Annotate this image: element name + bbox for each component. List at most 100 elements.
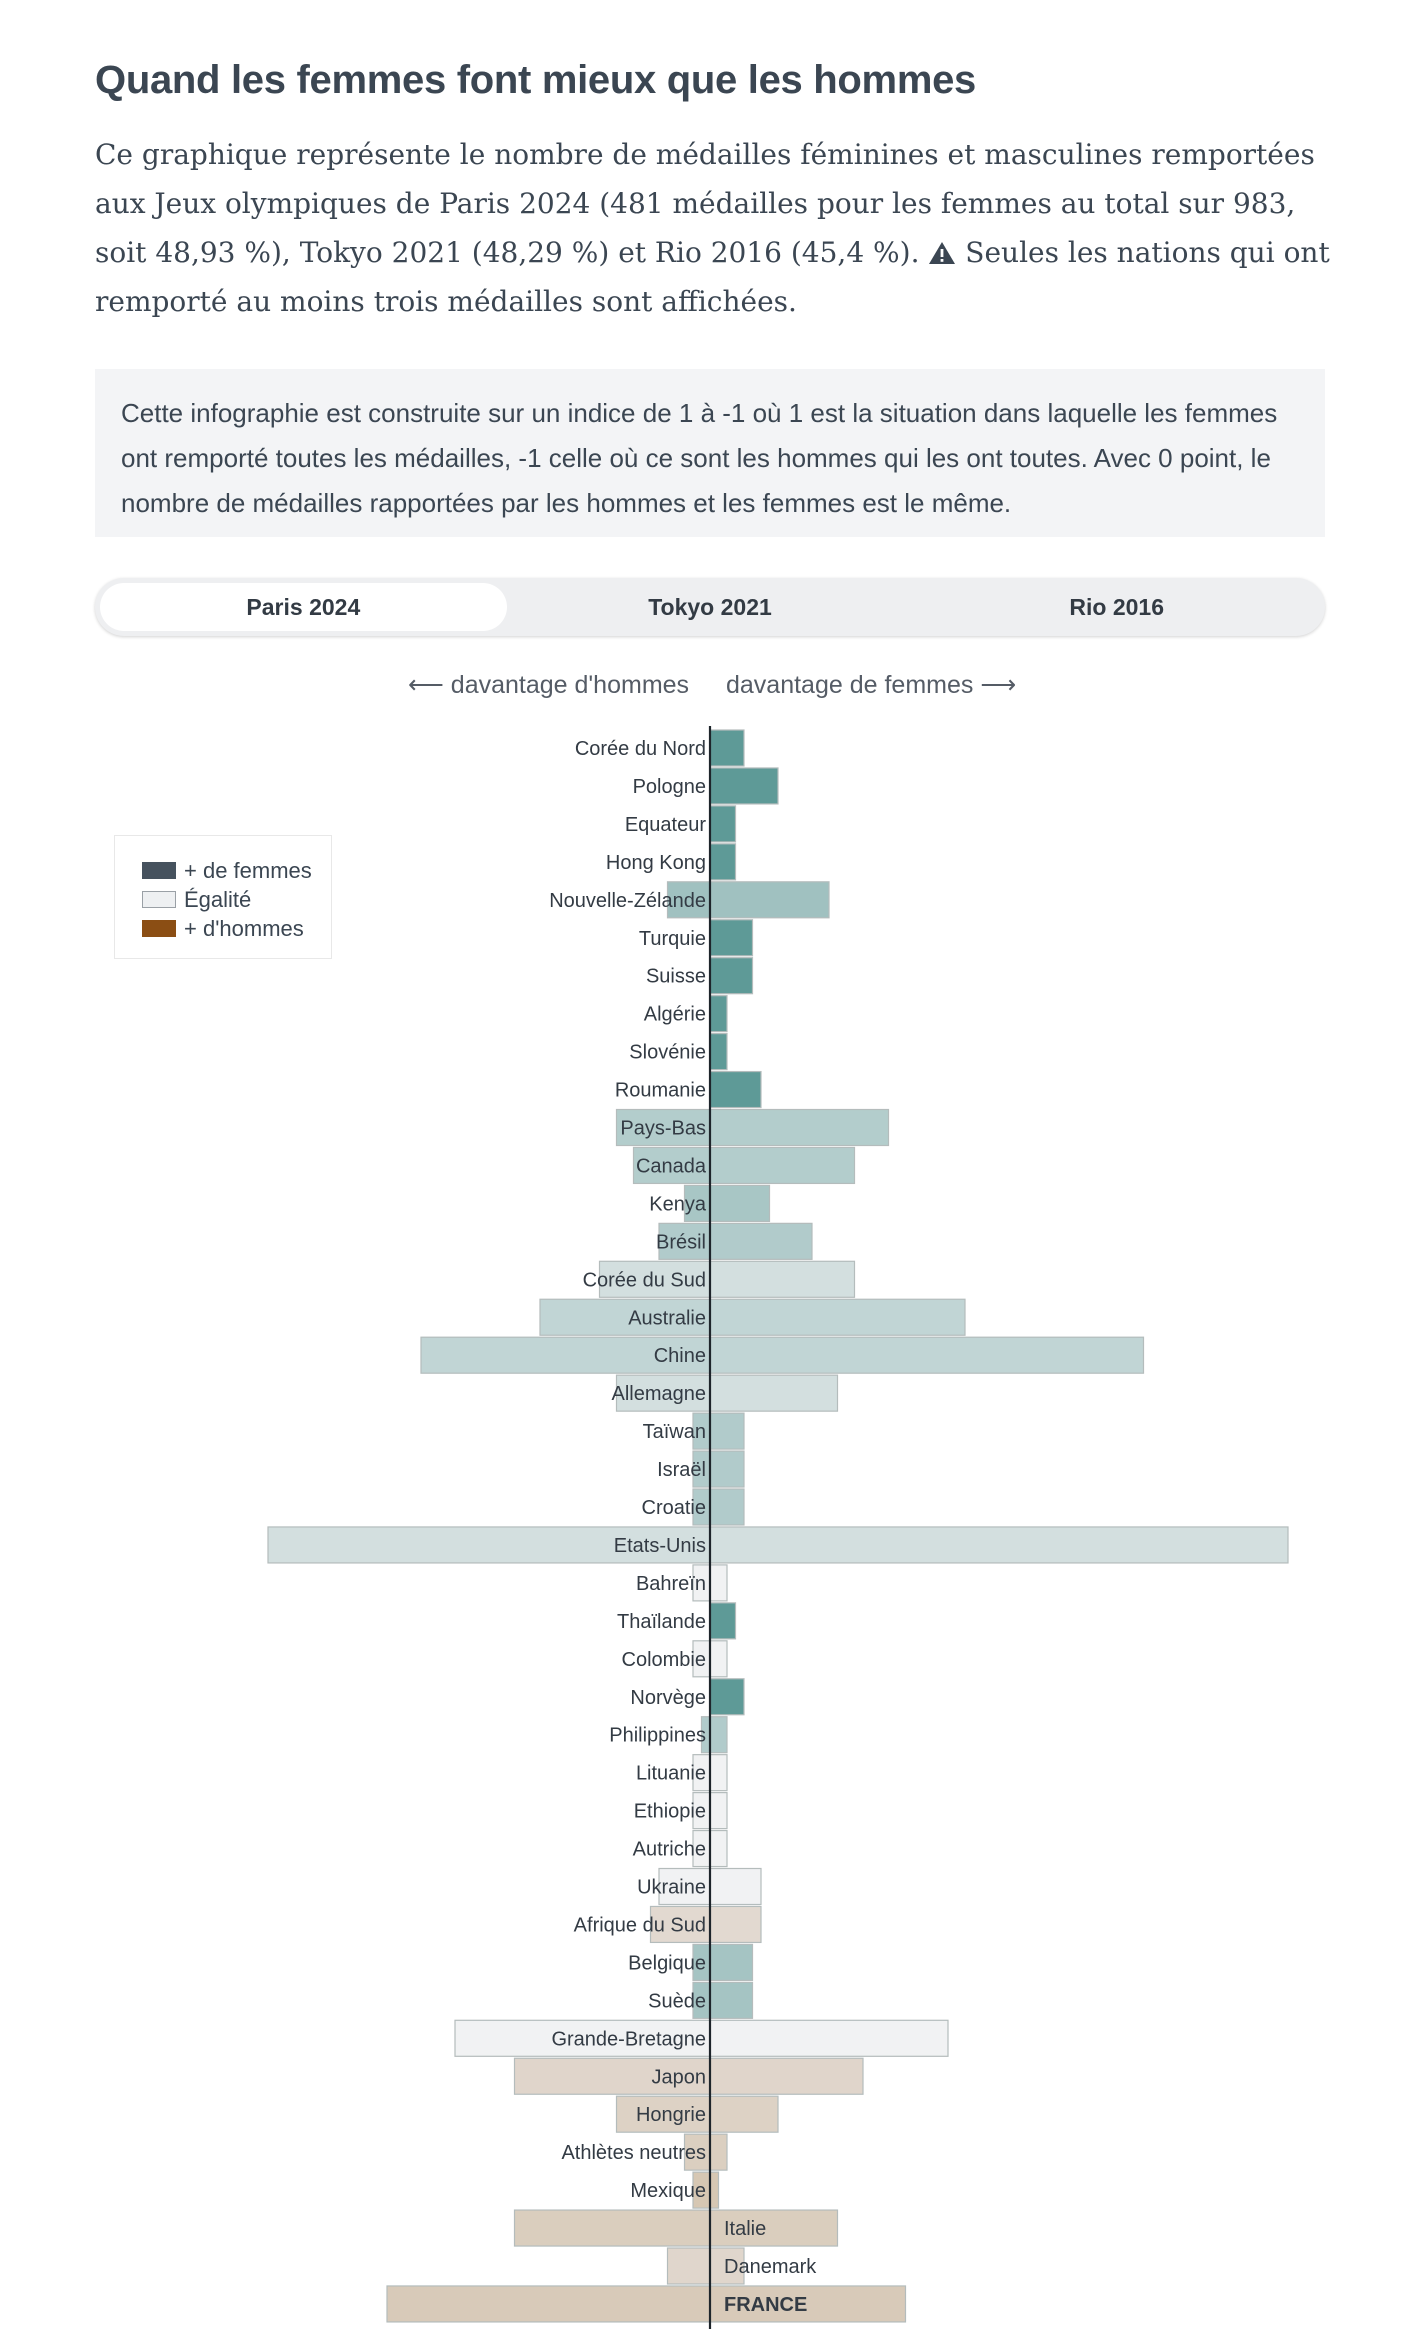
country-label-danemark: Danemark <box>724 2256 817 2278</box>
country-label-croatie: Croatie <box>642 1497 706 1519</box>
country-label-pologne: Pologne <box>633 776 706 798</box>
country-label-allemagne: Allemagne <box>611 1383 706 1405</box>
country-label-slov-nie: Slovénie <box>629 1042 706 1064</box>
country-label-grande-bretagne: Grande-Bretagne <box>551 2028 706 2050</box>
bar-women-pologne <box>709 767 779 805</box>
bar-men-grande-bretagne <box>454 2019 711 2057</box>
bar-women-chine <box>709 1336 1145 1374</box>
country-label-equateur: Equateur <box>625 814 707 836</box>
page-title: Quand les femmes font mieux que les homm… <box>95 58 976 102</box>
country-label-autriche: Autriche <box>633 1839 706 1861</box>
bar-women-suisse <box>709 957 754 995</box>
bar-women-br-sil <box>709 1222 813 1260</box>
country-label-isra-l: Israël <box>657 1459 706 1481</box>
bar-women-hongrie <box>709 2095 779 2133</box>
country-label-roumanie: Roumanie <box>615 1080 706 1102</box>
bar-men-chine <box>420 1336 711 1374</box>
legend-label-men: + d'hommes <box>184 915 304 941</box>
bar-men-italie <box>513 2209 711 2247</box>
tab-rio-2016[interactable]: Rio 2016 <box>1069 594 1164 620</box>
country-label-br-sil: Brésil <box>656 1231 706 1253</box>
bar-men-hongrie <box>615 2095 711 2133</box>
country-label-etats-unis: Etats-Unis <box>614 1535 706 1557</box>
legend-item-men: + d'hommes <box>142 914 331 943</box>
tab-paris-2024[interactable]: Paris 2024 <box>100 583 507 631</box>
country-label-italie: Italie <box>724 2218 766 2240</box>
country-label-ta-wan: Taïwan <box>643 1421 706 1443</box>
country-label-colombie: Colombie <box>622 1649 706 1671</box>
country-label-australie: Australie <box>628 1307 706 1329</box>
country-label-lituanie: Lituanie <box>636 1763 706 1785</box>
edition-tabs: Paris 2024 Tokyo 2021 Rio 2016 <box>95 578 1325 636</box>
bar-men-australie <box>539 1298 711 1336</box>
legend-swatch-men <box>142 920 176 937</box>
bar-women-autriche <box>709 1829 728 1868</box>
country-label-suisse: Suisse <box>646 966 706 988</box>
country-label-su-de: Suède <box>648 1990 706 2012</box>
country-label-pays-bas: Pays-Bas <box>620 1118 706 1140</box>
legend-label-equality: Égalité <box>184 886 252 912</box>
bar-men-pays-bas <box>615 1108 711 1147</box>
warning-triangle-icon <box>928 236 965 269</box>
bar-men-cor-e-du-sud <box>598 1260 711 1298</box>
country-label-canada: Canada <box>636 1155 707 1177</box>
country-label-cor-e-du-sud: Corée du Sud <box>583 1269 706 1291</box>
bar-men-nouvelle-z-lande <box>666 881 711 919</box>
bar-women-ethiopie <box>709 1791 728 1830</box>
bar-women-kenya <box>709 1184 771 1223</box>
bar-women-turquie <box>709 919 754 957</box>
country-label-cor-e-du-nord: Corée du Nord <box>575 738 706 760</box>
methodology-note: Cette infographie est construite sur un … <box>95 369 1325 537</box>
bar-men-br-sil <box>658 1222 711 1260</box>
bar-women-slov-nie <box>709 1032 728 1071</box>
bar-women-colombie <box>709 1640 728 1678</box>
intro-body: Ce graphique représente le nombre de méd… <box>95 138 1315 269</box>
bar-men-france <box>386 2285 711 2323</box>
more-women-label: davantage de femmes ⟶ <box>726 671 1017 699</box>
bar-women-mexique <box>709 2171 720 2209</box>
tab-tokyo-2021[interactable]: Tokyo 2021 <box>648 594 772 620</box>
bar-men-etats-unis <box>267 1526 711 1564</box>
country-label-mexique: Mexique <box>630 2180 706 2202</box>
bar-men-athl-tes-neutres <box>683 2133 711 2171</box>
bar-men-japon <box>513 2057 711 2095</box>
intro-warning: Seules les nations qui ont remporté au m… <box>95 236 1330 318</box>
bar-women-philippines <box>709 1716 728 1754</box>
bar-women-alg-rie <box>709 995 728 1033</box>
bar-women-roumanie <box>709 1070 762 1109</box>
bar-women-croatie <box>709 1488 745 1526</box>
country-label-norv-ge: Norvège <box>630 1687 706 1709</box>
bar-women-bahre-n <box>709 1564 728 1602</box>
legend: + de femmes Égalité + d'hommes <box>114 835 332 959</box>
bar-women-tha-lande <box>709 1602 737 1640</box>
bar-women-norv-ge <box>709 1678 745 1716</box>
bar-women-pays-bas <box>709 1108 890 1147</box>
country-label-chine: Chine <box>654 1345 706 1367</box>
country-label-turquie: Turquie <box>639 928 706 950</box>
bar-women-hong-kong <box>709 843 737 881</box>
bar-men-afrique-du-sud <box>649 1905 711 1944</box>
bar-women-australie <box>709 1298 966 1336</box>
bar-women-athl-tes-neutres <box>709 2133 728 2171</box>
bar-men-canada <box>632 1146 711 1185</box>
bar-women-equateur <box>709 805 737 843</box>
bar-women-ukraine <box>709 1867 762 1906</box>
country-label-belgique: Belgique <box>628 1952 706 1974</box>
bar-women-france <box>709 2285 907 2323</box>
bar-women-cor-e-du-sud <box>709 1260 856 1298</box>
country-label-hongrie: Hongrie <box>636 2104 706 2126</box>
bar-women-etats-unis <box>709 1526 1289 1564</box>
bar-women-nouvelle-z-lande <box>709 881 830 919</box>
country-label-alg-rie: Algérie <box>644 1004 706 1026</box>
legend-item-women: + de femmes <box>142 856 331 885</box>
bar-women-belgique <box>709 1943 754 1982</box>
bar-women-italie <box>709 2209 839 2247</box>
bar-women-su-de <box>709 1981 754 2019</box>
country-label-japon: Japon <box>652 2066 707 2088</box>
country-label-tha-lande: Thaïlande <box>617 1611 706 1633</box>
country-label-ethiopie: Ethiopie <box>634 1801 706 1823</box>
bar-women-isra-l <box>709 1450 745 1488</box>
bar-women-japon <box>709 2057 864 2095</box>
bar-women-ta-wan <box>709 1412 745 1450</box>
